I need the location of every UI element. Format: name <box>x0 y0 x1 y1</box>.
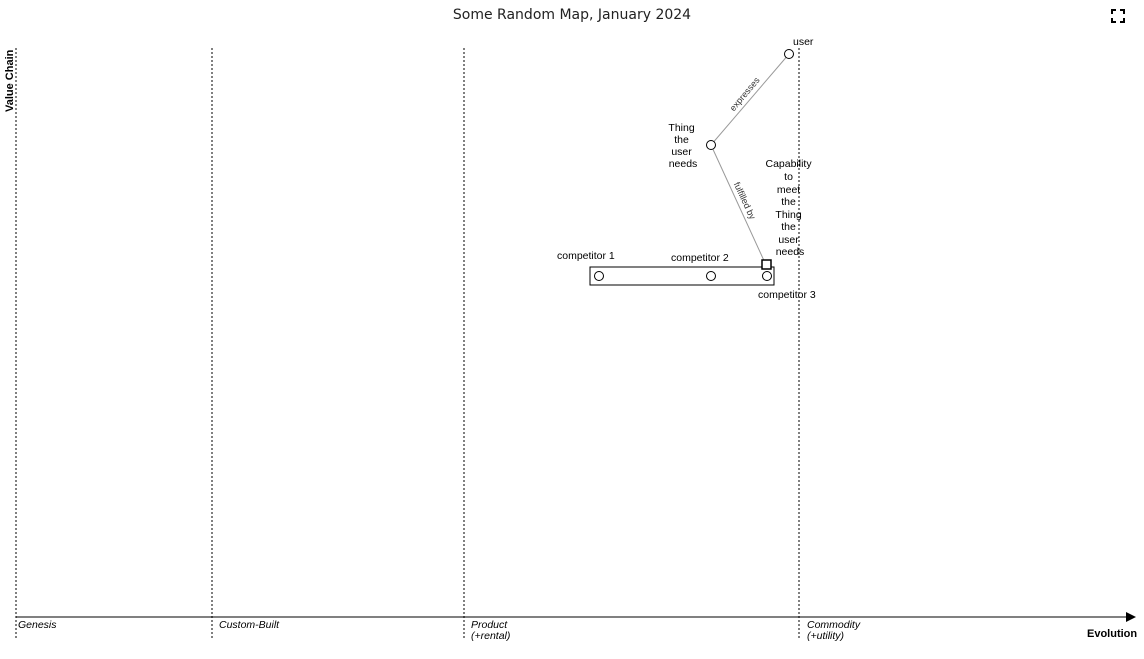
label-line: user <box>671 146 692 158</box>
fullscreen-icon[interactable] <box>1111 9 1125 23</box>
label-line: user <box>778 234 799 246</box>
component-thing-the-user-needs[interactable] <box>706 140 716 150</box>
value-chain-label: Value Chain <box>4 49 16 112</box>
link-thing-capability[interactable] <box>710 144 767 266</box>
component-label-thing: Thing the user needs <box>668 122 697 170</box>
map-title: Some Random Map, January 2024 <box>452 7 692 23</box>
component-label-capability: Capability to meet the Thing the user ne… <box>765 158 814 258</box>
stage-label-custom-built: Custom-Built <box>219 619 280 631</box>
component-label-competitor-2: competitor 2 <box>671 252 729 264</box>
evolution-label: Evolution <box>1087 628 1137 640</box>
component-competitor-2[interactable] <box>706 271 716 281</box>
link-label-expresses: expresses <box>728 75 762 113</box>
stage-label-product-sub: (+rental) <box>471 630 510 642</box>
link-user-thing[interactable] <box>710 53 790 146</box>
component-competitor-3[interactable] <box>762 271 772 281</box>
evolution-axis-arrow <box>1126 612 1136 622</box>
label-line: to <box>784 171 793 183</box>
component-label-competitor-1: competitor 1 <box>557 250 615 262</box>
label-line: needs <box>669 158 698 170</box>
label-line: Thing <box>775 209 801 221</box>
stage-label-commodity: Commodity <box>807 619 861 631</box>
competitor-group-box[interactable] <box>589 266 775 286</box>
component-user[interactable] <box>784 49 794 59</box>
component-capability[interactable] <box>761 259 772 270</box>
stage-label-genesis: Genesis <box>18 619 57 631</box>
label-line: the <box>674 134 689 146</box>
link-label-fulfilled-by: fulfilled by <box>732 180 758 221</box>
stage-label-commodity-sub: (+utility) <box>807 630 844 642</box>
component-competitor-1[interactable] <box>594 271 604 281</box>
label-line: the <box>781 221 796 233</box>
component-label-user: user <box>793 36 814 48</box>
label-line: Capability <box>765 158 812 170</box>
stage-label-product: Product <box>471 619 508 631</box>
label-line: Thing <box>668 122 694 134</box>
label-line: meet <box>777 184 800 196</box>
label-line: needs <box>776 246 805 258</box>
component-label-competitor-3: competitor 3 <box>758 289 816 301</box>
label-line: the <box>781 196 796 208</box>
